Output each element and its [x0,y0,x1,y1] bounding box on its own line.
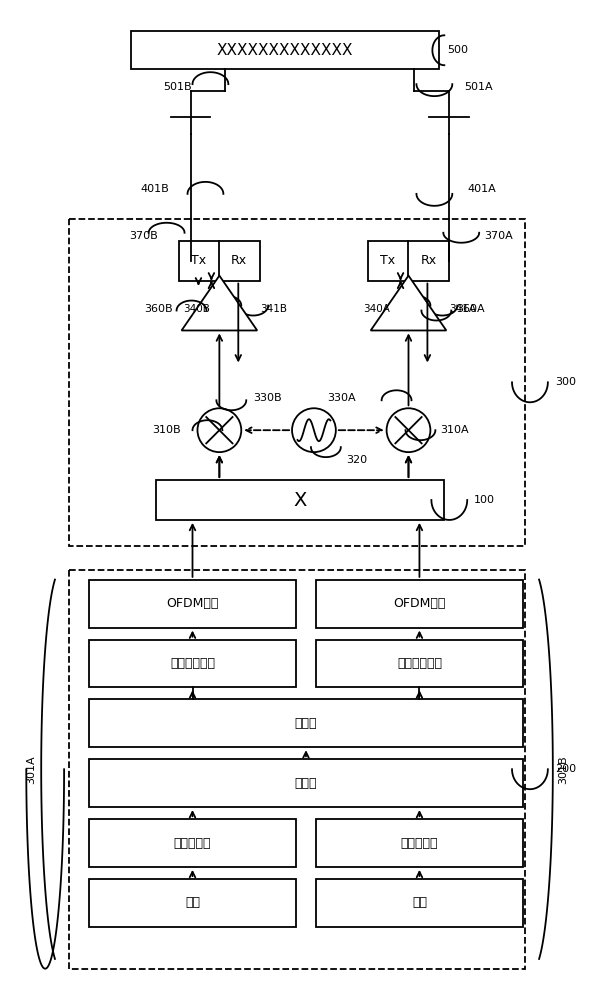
Text: 501A: 501A [464,82,493,92]
Bar [155,480,445,520]
Text: 370A: 370A [484,231,513,241]
Text: 401A: 401A [467,184,496,194]
Bar [131,31,439,69]
Text: 370B: 370B [129,231,158,241]
Bar [89,640,296,687]
Circle shape [292,408,336,452]
Bar [316,819,523,867]
Text: 加扰: 加扰 [185,896,200,909]
Text: 340A: 340A [363,304,389,314]
Text: 341B: 341B [260,304,287,314]
Text: 340B: 340B [184,304,211,314]
Text: Tx: Tx [191,254,206,267]
Text: OFDM调制: OFDM调制 [166,597,218,610]
Bar [316,580,523,628]
Circle shape [197,408,241,452]
Text: 预编码: 预编码 [295,717,317,730]
Text: 调制映射器: 调制映射器 [174,837,211,850]
Text: 资源元素映射: 资源元素映射 [170,657,215,670]
Bar [89,699,523,747]
Polygon shape [371,276,446,330]
Text: 401B: 401B [141,184,169,194]
Text: 501B: 501B [164,82,192,92]
Text: 200: 200 [555,764,576,774]
Text: 330B: 330B [253,393,282,403]
Text: 资源元素映射: 资源元素映射 [397,657,442,670]
Text: X: X [293,491,307,510]
Bar [89,759,523,807]
Text: Rx: Rx [231,254,247,267]
Bar [69,219,525,546]
Text: 341A: 341A [449,304,476,314]
Bar [89,580,296,628]
Text: Rx: Rx [421,254,436,267]
Text: 层映射: 层映射 [295,777,317,790]
Text: 301A: 301A [26,755,36,784]
Text: 500: 500 [448,45,469,55]
Text: 301B: 301B [558,755,568,784]
Text: 300: 300 [555,377,576,387]
Text: 加扰: 加扰 [412,896,427,909]
Text: 330A: 330A [327,393,355,403]
Text: 310A: 310A [440,425,469,435]
Bar [179,241,260,281]
Text: 320: 320 [346,455,367,465]
Text: XXXXXXXXXXXXX: XXXXXXXXXXXXX [217,43,353,58]
Bar [69,570,525,969]
Text: 100: 100 [474,495,495,505]
Text: Tx: Tx [380,254,395,267]
Bar [368,241,449,281]
Circle shape [386,408,430,452]
Bar [89,879,296,927]
Text: OFDM调制: OFDM调制 [393,597,446,610]
Bar [316,640,523,687]
Text: 360A: 360A [456,304,485,314]
Bar [316,879,523,927]
Text: 调制映射器: 调制映射器 [401,837,438,850]
Bar [89,819,296,867]
Text: 310B: 310B [152,425,181,435]
Polygon shape [182,276,257,330]
Text: 360B: 360B [144,304,172,314]
